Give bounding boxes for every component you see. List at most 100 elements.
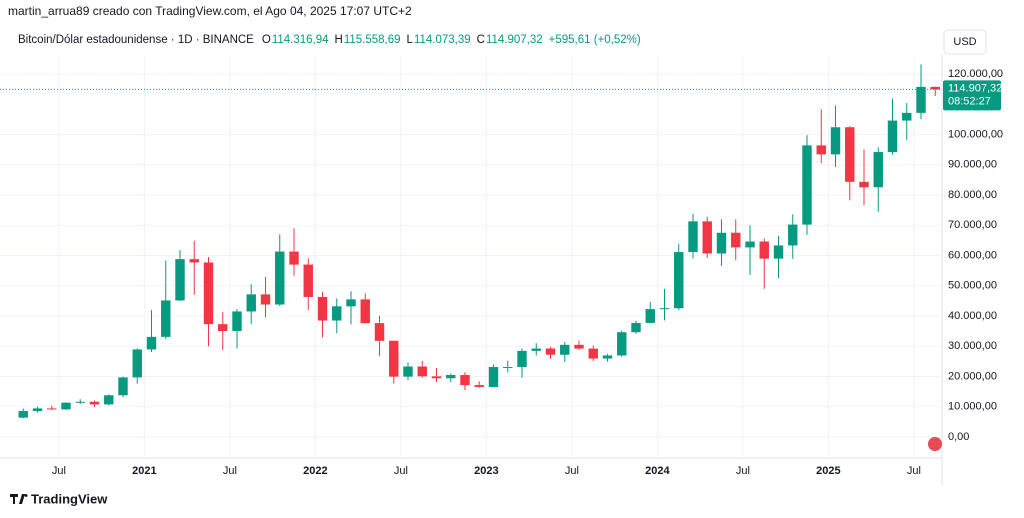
candle-body (332, 306, 342, 321)
candle-body (488, 367, 499, 387)
candle-body (132, 349, 142, 378)
candle-body (218, 324, 228, 331)
candle-body (916, 86, 926, 113)
x-tick-label: Jul (565, 465, 579, 477)
candle-body (104, 395, 114, 405)
y-tick-label: 30.000,00 (948, 340, 997, 352)
candle-body (773, 245, 784, 259)
candle-body (759, 241, 769, 259)
legend: Bitcoin/Dólar estadounidense · 1D · BINA… (18, 34, 641, 46)
candle-body (574, 344, 584, 349)
y-tick-label: 20.000,00 (948, 370, 997, 382)
y-tick-label: 60.000,00 (948, 249, 997, 261)
candle-body (303, 264, 313, 297)
y-tick-label: 10.000,00 (948, 401, 997, 413)
y-tick-label: 0,00 (948, 431, 969, 443)
y-tick-label: 80.000,00 (948, 189, 997, 201)
x-tick-label: 2021 (132, 465, 156, 477)
grid (0, 55, 942, 458)
candle-body (688, 221, 698, 253)
candle-body (18, 410, 28, 418)
ohlc-value: 114.316,94 (272, 34, 329, 46)
candle-body (531, 348, 541, 351)
ohlc-key: C (477, 34, 485, 46)
candle-body (232, 311, 242, 331)
candle-body (360, 299, 370, 324)
candle-body (887, 120, 898, 153)
candle-body (389, 340, 399, 377)
candle-body (617, 332, 627, 356)
candle-body (731, 232, 741, 248)
candle-body (346, 299, 356, 307)
candle-body (830, 127, 841, 155)
ohlc-value: 114.073,39 (414, 34, 471, 46)
x-tick-label: 2023 (474, 465, 498, 477)
x-tick-label: 2024 (645, 465, 670, 477)
candle-body (374, 323, 385, 341)
ohlc-value: 114.907,32 (486, 34, 543, 46)
flag-icon[interactable] (928, 437, 942, 451)
y-tick-label: 50.000,00 (948, 280, 997, 292)
ohlc-key: O (262, 34, 271, 46)
brand-logo (10, 494, 28, 504)
candle-body (75, 401, 85, 403)
candle-body (602, 355, 613, 359)
ohlc-value: 115.558,69 (344, 34, 401, 46)
x-tick-label: Jul (223, 465, 237, 477)
x-tick-label: Jul (394, 465, 408, 477)
candle-body (588, 348, 598, 359)
candle-body (745, 241, 755, 248)
candle-body (845, 127, 855, 182)
y-tick-label: 100.000,00 (948, 128, 1003, 140)
x-tick-label: 2025 (816, 465, 840, 477)
ohlc-key: L (407, 34, 414, 46)
y-tick-label: 90.000,00 (948, 159, 997, 171)
candle-body (560, 344, 570, 355)
candle-body (118, 377, 128, 396)
candle-body (873, 152, 883, 188)
x-tick-label: Jul (52, 465, 66, 477)
y-tick-label: 40.000,00 (948, 310, 997, 322)
candle-body (161, 300, 171, 337)
candle-body (289, 251, 299, 265)
candle-body (146, 336, 157, 350)
candle-body (716, 232, 727, 254)
candle-body (545, 348, 556, 355)
candle-body (517, 350, 527, 367)
y-tick-label: 70.000,00 (948, 219, 997, 231)
x-tick-label: Jul (736, 465, 750, 477)
candle-body (203, 262, 214, 325)
candle-body (503, 366, 513, 368)
candles (18, 64, 940, 419)
candle-body (32, 408, 43, 411)
candle-body (631, 322, 641, 333)
candle-body (417, 366, 427, 377)
last-price-label: 114.907,32 (948, 82, 1002, 94)
candle-body (47, 408, 57, 410)
currency[interactable]: USD (953, 36, 976, 48)
candle-body (275, 251, 285, 305)
candle-body (859, 181, 869, 188)
candle-body (175, 259, 185, 301)
x-tick-label: 2022 (303, 465, 327, 477)
candle-body (431, 376, 442, 379)
candle-body (702, 221, 712, 254)
x-tick-label: Jul (907, 465, 921, 477)
brand: TradingView (10, 491, 108, 506)
candle-body (930, 86, 940, 90)
candle-body (645, 309, 655, 323)
candle-body (788, 224, 798, 246)
brand-name: TradingView (31, 491, 108, 506)
candle-body (659, 308, 670, 310)
credit: martin_arrua89 creado con TradingView.co… (8, 4, 412, 18)
candle-body (317, 296, 328, 321)
y-tick-label: 120.000,00 (948, 68, 1003, 80)
legend-title: Bitcoin/Dólar estadounidense · 1D · BINA… (18, 34, 254, 46)
last-price-box (943, 80, 1001, 111)
candle-body (246, 294, 256, 312)
currency-button[interactable] (943, 29, 987, 55)
candle-body (189, 259, 199, 263)
